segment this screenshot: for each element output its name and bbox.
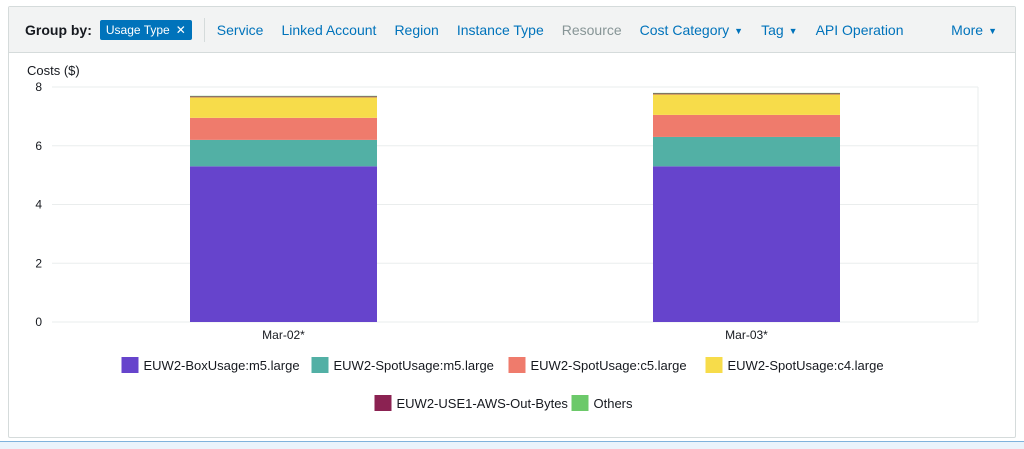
bar-segment-euw2-spotusage-m5-large <box>190 139 377 167</box>
y-tick-label: 0 <box>35 315 42 329</box>
legend-swatch <box>508 357 526 373</box>
more-label: More <box>951 22 984 38</box>
legend-label: EUW2-SpotUsage:m5.large <box>334 358 494 373</box>
group-by-options: Service Linked Account Region Instance Type… <box>217 22 922 38</box>
group-by-option-instance-type[interactable]: Instance Type <box>457 22 544 38</box>
remove-chip-icon[interactable]: ✕ <box>175 22 186 37</box>
group-by-toolbar: Group by: Usage Type ✕ Service Linked Acc… <box>9 7 1015 53</box>
group-by-option-region[interactable]: Region <box>394 22 438 38</box>
next-panel-edge <box>0 441 1024 449</box>
option-label: Resource <box>561 21 622 38</box>
bar-segment-others <box>653 92 840 94</box>
legend-label: EUW2-SpotUsage:c4.large <box>728 358 884 373</box>
group-by-option-linked-account[interactable]: Linked Account <box>281 22 376 38</box>
option-label: API Operation <box>815 21 904 38</box>
option-label: Tag <box>761 21 784 38</box>
bar-segment-euw2-spotusage-c4-large <box>190 97 377 118</box>
bar-segment-euw2-boxusage-m5-large <box>190 166 377 322</box>
legend-label: EUW2-BoxUsage:m5.large <box>144 358 300 373</box>
more-button[interactable]: More ▼ <box>951 22 997 38</box>
y-tick-label: 4 <box>35 198 42 212</box>
bar-segment-euw2-use1-aws-out-bytes <box>190 96 377 98</box>
caret-down-icon: ▼ <box>788 25 798 36</box>
legend-swatch <box>374 395 392 411</box>
group-by-label: Group by: <box>25 21 92 38</box>
legend-swatch <box>571 395 589 411</box>
option-label: Linked Account <box>281 21 377 38</box>
y-tick-label: 2 <box>35 256 42 270</box>
legend-label: EUW2-USE1-AWS-Out-Bytes <box>397 396 569 411</box>
x-tick-label: Mar-02* <box>262 328 305 342</box>
bar-segment-euw2-use1-aws-out-bytes <box>653 93 840 95</box>
legend-label: Others <box>594 396 634 411</box>
legend-label: EUW2-SpotUsage:c5.large <box>531 358 687 373</box>
bar-segment-euw2-boxusage-m5-large <box>653 166 840 322</box>
usage-type-chip[interactable]: Usage Type ✕ <box>99 19 192 40</box>
group-by-option-tag[interactable]: Tag ▼ <box>761 22 798 38</box>
group-by-option-service[interactable]: Service <box>217 22 264 38</box>
legend-swatch <box>311 357 329 373</box>
option-label: Region <box>394 21 439 38</box>
x-tick-label: Mar-03* <box>725 328 768 342</box>
cost-chart: Costs ($) 0 2 4 6 8 Mar-02* Mar-03* EUW2-BoxUsag… <box>27 63 979 411</box>
bar-segment-others <box>190 95 377 97</box>
bar-segment-euw2-spotusage-m5-large <box>653 136 840 167</box>
toolbar-divider <box>203 17 205 42</box>
group-by-option-api-operation[interactable]: API Operation <box>816 22 904 38</box>
group-by-option-cost-category[interactable]: Cost Category ▼ <box>640 22 743 38</box>
legend-swatch <box>121 357 139 373</box>
y-tick-label: 6 <box>35 139 42 153</box>
option-label: Cost Category <box>639 21 730 38</box>
bar-segment-euw2-spotusage-c4-large <box>653 94 840 115</box>
option-label: Instance Type <box>456 21 544 38</box>
y-tick-label: 8 <box>35 80 42 94</box>
y-axis-label: Costs ($) <box>27 63 80 78</box>
chip-label: Usage Type <box>105 22 170 37</box>
caret-down-icon: ▼ <box>734 25 744 36</box>
caret-down-icon: ▼ <box>988 26 997 36</box>
legend-swatch <box>705 357 723 373</box>
bar-segment-euw2-spotusage-c5-large <box>190 117 377 140</box>
group-by-option-resource: Resource <box>562 22 622 38</box>
option-label: Service <box>216 21 264 38</box>
bar-segment-euw2-spotusage-c5-large <box>653 114 840 137</box>
